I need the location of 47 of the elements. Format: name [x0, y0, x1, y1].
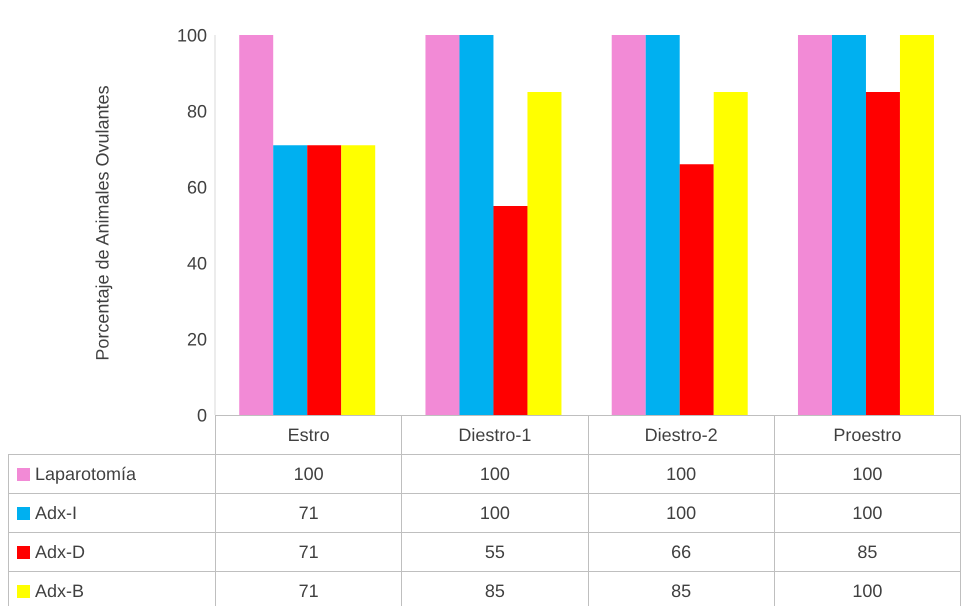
bar [900, 35, 934, 415]
bar [646, 35, 680, 415]
y-tick-label: 100 [176, 25, 207, 46]
bar [866, 92, 900, 415]
bar [612, 35, 646, 415]
bar [273, 145, 308, 415]
data-label: 55 [402, 532, 588, 572]
data-label: 71 [216, 494, 402, 532]
y-tick-label: 80 [186, 101, 207, 122]
bar [832, 35, 866, 415]
y-tick-label: 60 [186, 177, 207, 198]
bar [239, 35, 274, 415]
data-label: 100 [402, 454, 588, 494]
bar [798, 35, 832, 415]
bar [493, 206, 528, 415]
bar [425, 35, 460, 415]
data-label: 100 [774, 494, 960, 532]
data-label: 100 [588, 494, 774, 532]
data-label: 71 [216, 532, 402, 572]
legend-label: Laparotomía [8, 454, 216, 494]
legend-label: Adx-B [8, 572, 216, 606]
data-label: 100 [774, 454, 960, 494]
bar [459, 35, 494, 415]
y-tick-label: 20 [186, 329, 207, 350]
bar [680, 164, 714, 415]
data-label: 85 [588, 572, 774, 606]
bar [341, 145, 376, 415]
data-label: 66 [588, 532, 774, 572]
data-label: 85 [402, 572, 588, 606]
y-axis-title: Porcentaje de Animales Ovulantes [92, 85, 114, 361]
y-tick-label: 0 [196, 405, 207, 426]
data-label: 100 [774, 572, 960, 606]
bar [714, 92, 748, 415]
x-tick-label: Proestro [774, 416, 960, 454]
x-tick-label: Estro [216, 416, 402, 454]
x-tick-label: Diestro-1 [402, 416, 588, 454]
data-label: 71 [216, 572, 402, 606]
bar [527, 92, 562, 415]
bar [307, 145, 342, 415]
x-tick-label: Diestro-2 [588, 416, 774, 454]
data-label: 100 [588, 454, 774, 494]
legend-label: Adx-I [8, 494, 216, 532]
legend-label: Adx-D [8, 532, 216, 572]
data-label: 100 [216, 454, 402, 494]
data-label: 85 [774, 532, 960, 572]
data-label: 100 [402, 494, 588, 532]
y-tick-label: 40 [186, 253, 207, 274]
